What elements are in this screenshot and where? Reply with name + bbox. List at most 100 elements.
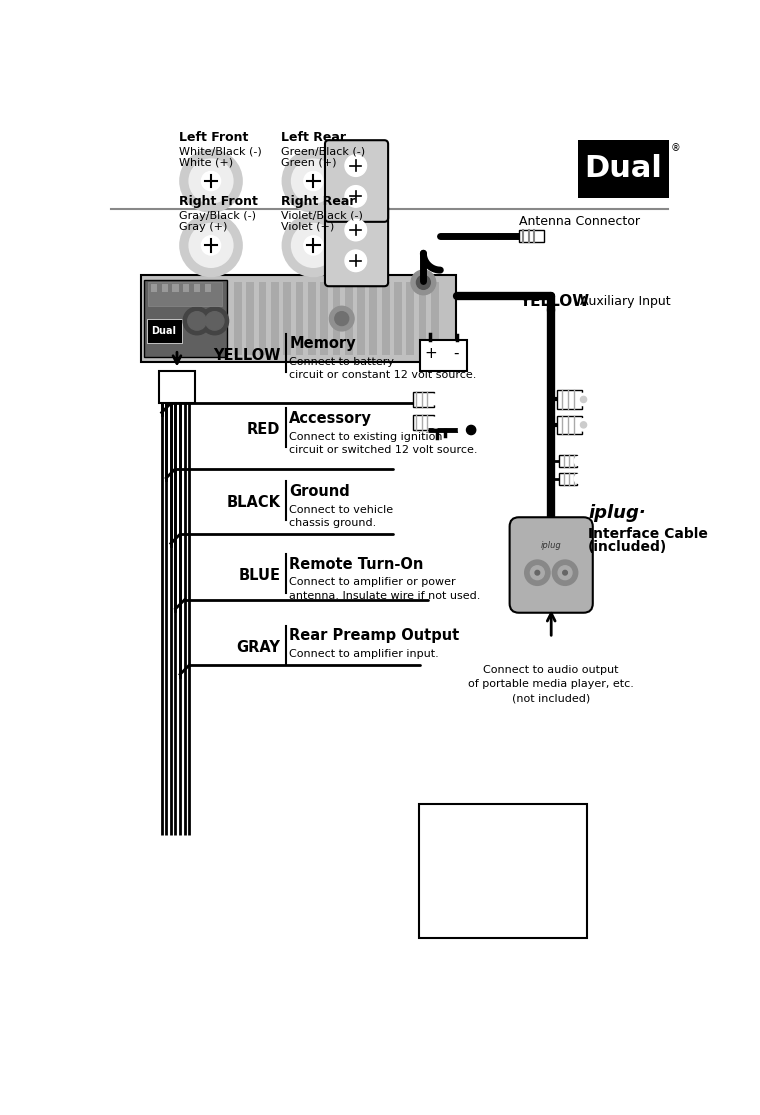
Text: White/Black (-): White/Black (-) [179,146,261,156]
Circle shape [304,172,323,191]
Bar [258,282,266,355]
Circle shape [575,474,584,484]
Text: Connect to existing ignition
circuit or switched 12 volt source.: Connect to existing ignition circuit or … [290,432,478,455]
Circle shape [329,307,354,331]
Text: Connect to battery
circuit or constant 12 volt source.: Connect to battery circuit or constant 1… [290,357,477,380]
Circle shape [201,307,229,334]
Circle shape [416,275,430,289]
Circle shape [292,159,335,203]
Text: Dual: Dual [584,154,663,183]
Bar [246,282,254,355]
Text: Connect to vehicle
chassis ground.: Connect to vehicle chassis ground. [290,504,394,527]
Text: YELLOW: YELLOW [213,348,280,362]
Text: Violet/Black (-): Violet/Black (-) [281,211,363,221]
Text: iplug·: iplug· [588,504,646,522]
Circle shape [562,571,568,575]
Text: Connect to amplifier or power
antenna. Insulate wire if not used.: Connect to amplifier or power antenna. I… [290,578,481,601]
Circle shape [335,312,349,326]
Text: GRAY: GRAY [236,640,280,655]
Bar [183,284,189,292]
Circle shape [430,417,441,428]
Text: Right Front: Right Front [179,195,258,209]
Text: Gray/Black (-): Gray/Black (-) [179,211,255,221]
Bar [557,416,582,434]
Circle shape [183,307,211,334]
Bar [283,282,291,355]
FancyBboxPatch shape [510,517,593,613]
Text: Green/Black (-): Green/Black (-) [281,146,366,156]
Circle shape [411,270,435,294]
Circle shape [292,224,335,266]
Text: Right Rear: Right Rear [281,195,356,209]
Circle shape [345,185,366,207]
Circle shape [430,394,441,405]
Bar [147,319,182,343]
Bar [234,282,242,355]
Bar [519,230,543,242]
Bar [144,280,227,357]
Bar [369,282,377,355]
Text: White (+): White (+) [179,157,233,167]
Circle shape [525,561,549,585]
Circle shape [345,220,366,241]
Text: Gray (+): Gray (+) [179,222,227,232]
FancyBboxPatch shape [325,204,388,287]
Bar [296,282,303,355]
Circle shape [283,151,344,212]
Text: Connect to amplifier input.: Connect to amplifier input. [290,649,439,659]
Bar [320,282,328,355]
Bar [413,391,434,407]
Text: Accessory: Accessory [290,411,372,426]
Bar [271,282,279,355]
Text: (included): (included) [588,541,667,554]
Circle shape [467,426,476,435]
Bar [345,282,353,355]
Text: Dual: Dual [151,326,176,336]
Text: Violet (+): Violet (+) [281,222,334,232]
Bar [194,284,200,292]
Text: Auxiliary Input: Auxiliary Input [580,295,670,308]
Bar [394,282,402,355]
FancyBboxPatch shape [141,275,457,361]
Bar [159,371,195,404]
Bar [308,282,315,355]
Circle shape [304,236,323,254]
Bar [150,284,157,292]
Bar [557,390,582,409]
Bar [407,282,414,355]
Circle shape [180,214,242,277]
Bar [173,284,179,292]
Circle shape [578,394,590,406]
Text: Left Front: Left Front [179,132,248,144]
Circle shape [575,456,584,466]
Text: Ground: Ground [290,484,350,500]
Bar [559,455,578,467]
Bar [419,282,426,355]
Text: +: + [425,347,438,361]
Circle shape [459,418,483,443]
Text: Memory: Memory [290,337,356,351]
Circle shape [345,250,366,272]
Circle shape [201,172,220,191]
Text: BLUE: BLUE [238,569,280,583]
FancyBboxPatch shape [325,140,388,222]
Bar [357,282,365,355]
Bar [162,284,168,292]
Bar [420,340,467,370]
Bar [382,282,390,355]
Text: Green (+): Green (+) [281,157,337,167]
Bar [578,140,669,197]
Circle shape [578,419,590,432]
Circle shape [189,224,233,266]
Circle shape [283,214,344,277]
Circle shape [188,312,206,330]
Circle shape [205,312,224,330]
Text: Connect to audio output
of portable media player, etc.
(not included): Connect to audio output of portable medi… [468,666,634,704]
Circle shape [581,396,587,403]
Text: YELLOW: YELLOW [519,294,589,309]
Text: Left Rear: Left Rear [281,132,346,144]
Bar [147,282,222,306]
Text: BLACK: BLACK [226,495,280,511]
Text: Antenna Connector: Antenna Connector [519,215,640,227]
Bar [419,804,587,939]
